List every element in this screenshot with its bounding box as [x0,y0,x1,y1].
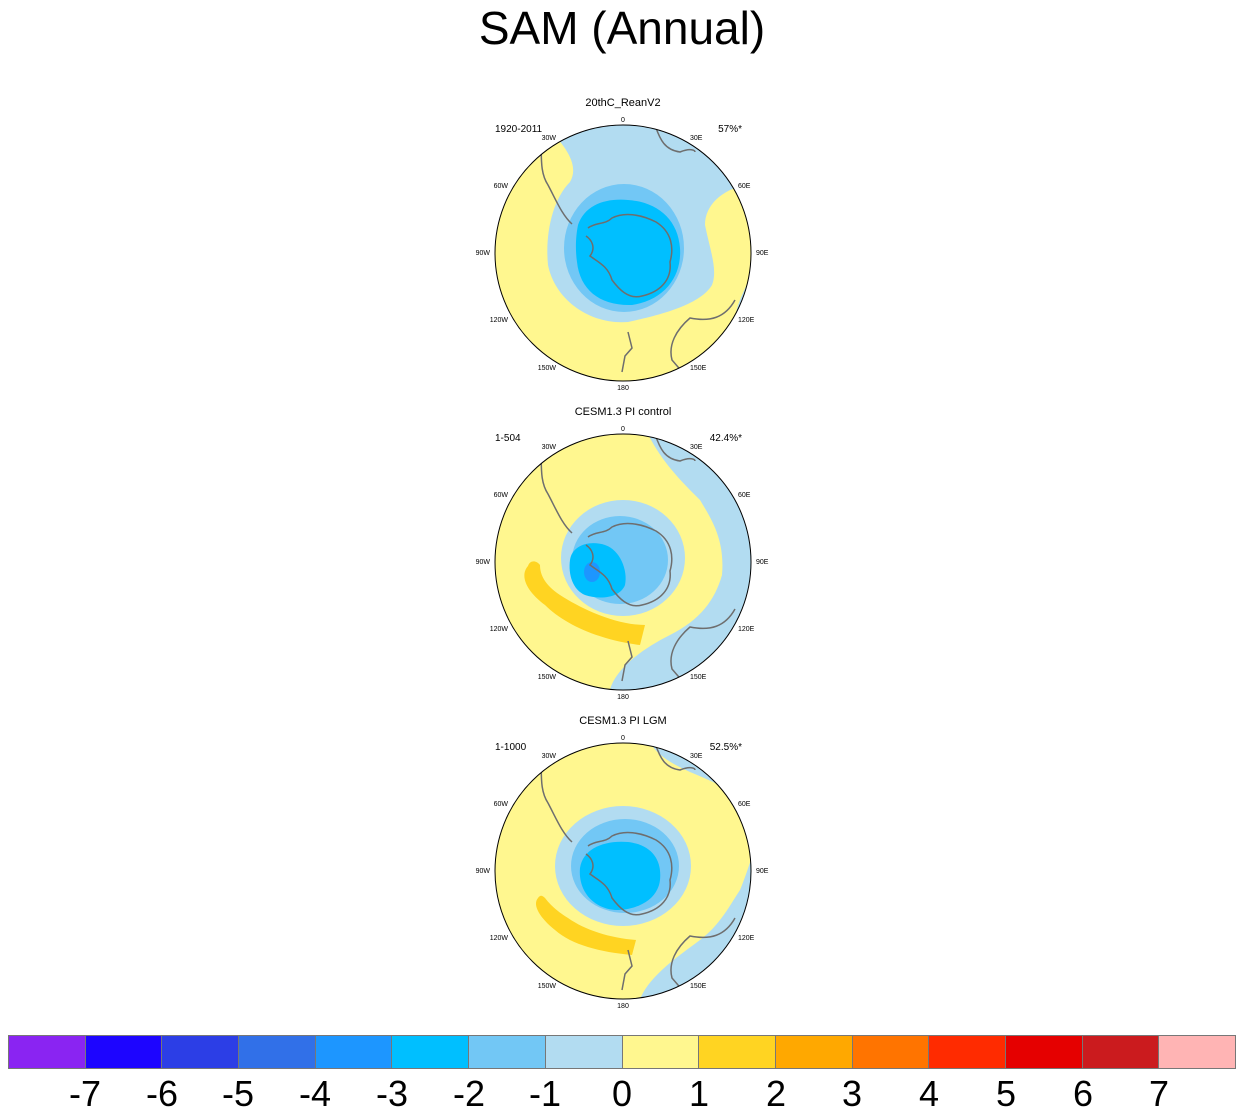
panel-period: 1920-2011 [495,124,543,135]
tick-120e: 120E [738,935,755,942]
contour-neg2 [575,199,681,306]
tick-120w: 120W [490,626,509,633]
panel-variance: 57%* [718,124,742,135]
tick-90w: 90W [476,868,491,875]
panel-period: 1-504 [495,433,521,444]
colorbar-label: -3 [375,1073,409,1114]
sam-pattern [495,125,751,381]
map-boundary [494,124,752,382]
colorbar-label: 4 [918,1073,940,1114]
colorbar-label: -1 [528,1073,562,1114]
contour-neg2 [579,841,661,910]
tick-120e: 120E [738,317,755,324]
colorbar-box [469,1036,546,1068]
tick-180: 180 [617,1003,629,1010]
tick-60e: 60E [738,183,751,190]
colorbar-label: 2 [765,1073,787,1114]
colorbar-label: -4 [298,1073,332,1114]
colorbar-box [392,1036,470,1068]
tick-180: 180 [617,694,629,701]
colorbar-box [162,1036,240,1068]
tick-150w: 150W [538,365,557,372]
tick-60e: 60E [738,801,751,808]
sam-pattern [495,434,751,690]
tick-30e: 30E [690,444,703,451]
colorbar-box [85,1036,163,1068]
tick-0: 0 [621,735,625,742]
colorbar-label: -2 [452,1073,486,1114]
tick-30w: 30W [542,444,557,451]
colorbar-box [239,1036,316,1068]
tick-30e: 30E [690,753,703,760]
panel-period: 1-1000 [495,742,527,753]
tick-0: 0 [621,426,625,433]
colorbar-box [315,1036,393,1068]
panel-title: 20thC_ReanV2 [585,97,660,109]
tick-150e: 150E [690,365,707,372]
map-panel: CESM1.3 PI LGM 1-1000 52.5%* 0 180 30W 3… [476,715,769,1010]
tick-0: 0 [621,117,625,124]
map-panel: CESM1.3 PI control 1-504 42.4%* 0 180 30… [476,406,769,701]
tick-150w: 150W [538,674,557,681]
coastlines [539,434,736,690]
tick-90e: 90E [756,868,769,875]
sam-pattern [495,743,751,999]
colorbar-label: -7 [68,1073,102,1114]
tick-120e: 120E [738,626,755,633]
tick-60e: 60E [738,492,751,499]
tick-30w: 30W [542,135,557,142]
colorbar-label: 0 [611,1073,633,1114]
tick-30w: 30W [542,753,557,760]
tick-90e: 90E [756,250,769,257]
panel-title: CESM1.3 PI control [575,406,672,418]
contour-pos1 [535,895,636,955]
colorbar-box [929,1036,1006,1068]
colorbar-box [622,1036,700,1068]
colorbar-label: 1 [688,1073,710,1114]
tick-120w: 120W [490,317,509,324]
tick-90w: 90W [476,250,491,257]
colorbar-box [1005,1036,1083,1068]
colorbar-label: -6 [145,1073,179,1114]
map-boundary [494,433,752,691]
panel-variance: 42.4%* [710,433,742,444]
colorbar-box [1082,1036,1160,1068]
tick-60w: 60W [494,183,509,190]
colorbar-label: 6 [1072,1073,1094,1114]
panel-variance: 52.5%* [710,742,742,753]
tick-150e: 150E [690,674,707,681]
contour-neg3 [584,562,600,582]
colorbar-label: 5 [995,1073,1017,1114]
figure-title: SAM (Annual) [478,2,766,54]
panel-title: CESM1.3 PI LGM [579,715,666,727]
tick-60w: 60W [494,801,509,808]
tick-150e: 150E [690,983,707,990]
colorbar [8,1035,1236,1069]
colorbar-label: -5 [221,1073,255,1114]
colorbar-box [545,1036,623,1068]
coastlines [539,125,736,381]
contour-pos1 [524,561,645,645]
tick-90w: 90W [476,559,491,566]
tick-120w: 120W [490,935,509,942]
colorbar-box [9,1036,86,1068]
tick-90e: 90E [756,559,769,566]
colorbar-box [775,1036,853,1068]
colorbar-box [1159,1036,1235,1068]
tick-60w: 60W [494,492,509,499]
colorbar-box [852,1036,930,1068]
map-boundary [494,742,752,1000]
tick-30e: 30E [690,135,703,142]
colorbar-box [699,1036,776,1068]
tick-150w: 150W [538,983,557,990]
map-panel: 20thC_ReanV2 1920-2011 57%* 0 180 30W 30… [476,97,769,392]
tick-180: 180 [617,385,629,392]
colorbar-label: 3 [841,1073,863,1114]
colorbar-label: 7 [1148,1073,1170,1114]
